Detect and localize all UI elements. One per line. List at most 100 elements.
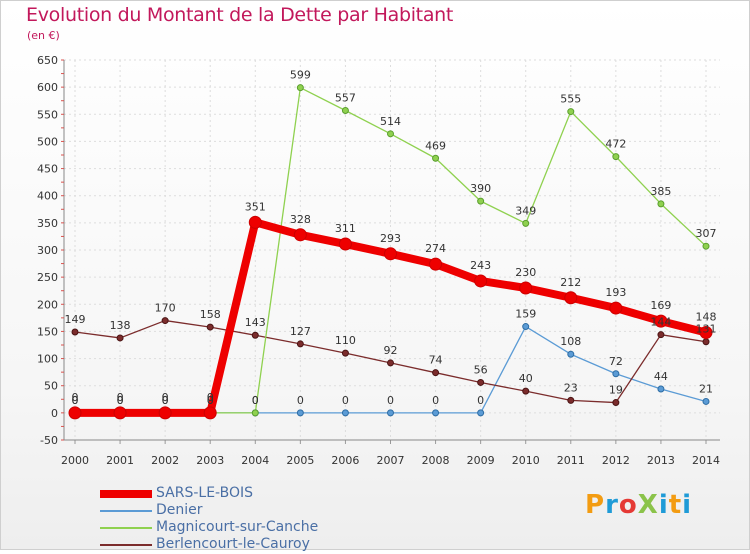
data-point-magnicourt-sur-canche — [612, 153, 620, 161]
legend-swatch — [100, 490, 152, 498]
data-label-berlencourt-le-cauroy: 170 — [155, 302, 176, 315]
data-label-denier: 0 — [432, 394, 439, 407]
data-label-magnicourt-sur-canche: 0 — [252, 394, 259, 407]
y-tick-label: 600 — [37, 81, 58, 94]
data-label-sars-le-bois: 169 — [650, 299, 671, 312]
data-label-magnicourt-sur-canche: 0 — [117, 394, 124, 407]
data-point-sars-le-bois — [474, 274, 488, 288]
data-label-berlencourt-le-cauroy: 127 — [290, 325, 311, 338]
legend-label: SARS-LE-BOIS — [156, 485, 253, 501]
chart-title: Evolution du Montant de la Dette par Hab… — [26, 4, 454, 26]
data-point-berlencourt-le-cauroy — [432, 369, 440, 377]
data-label-denier: 0 — [477, 394, 484, 407]
data-point-berlencourt-le-cauroy — [251, 331, 259, 339]
data-point-denier — [657, 385, 665, 393]
data-point-sars-le-bois — [68, 406, 82, 420]
data-label-sars-le-bois: 311 — [335, 222, 356, 235]
data-point-berlencourt-le-cauroy — [657, 331, 665, 339]
data-label-denier: 44 — [654, 370, 668, 383]
data-label-berlencourt-le-cauroy: 149 — [65, 313, 86, 326]
data-label-sars-le-bois: 0 — [117, 391, 124, 404]
data-point-magnicourt-sur-canche — [432, 154, 440, 162]
data-point-magnicourt-sur-canche — [341, 106, 349, 114]
y-tick-label: 150 — [37, 325, 58, 338]
proxiti-logo: ProXiti — [585, 490, 692, 520]
data-label-denier: 0 — [297, 394, 304, 407]
data-point-berlencourt-le-cauroy — [161, 317, 169, 325]
y-tick-label: 400 — [37, 190, 58, 203]
x-tick-label: 2012 — [602, 454, 630, 467]
data-point-berlencourt-le-cauroy — [341, 349, 349, 357]
data-point-sars-le-bois — [113, 406, 127, 420]
data-point-berlencourt-le-cauroy — [567, 396, 575, 404]
data-label-sars-le-bois: 328 — [290, 213, 311, 226]
data-point-sars-le-bois — [248, 215, 262, 229]
data-point-sars-le-bois — [654, 314, 668, 328]
data-point-magnicourt-sur-canche — [522, 219, 530, 227]
data-point-denier — [567, 350, 575, 358]
data-label-magnicourt-sur-canche: 514 — [380, 115, 401, 128]
logo-letter: o — [618, 490, 638, 520]
data-label-denier: 0 — [252, 394, 259, 407]
data-label-magnicourt-sur-canche: 0 — [162, 394, 169, 407]
legend-label: Berlencourt-le-Cauroy — [156, 536, 310, 552]
data-label-denier: 0 — [72, 394, 79, 407]
data-label-berlencourt-le-cauroy: 92 — [384, 344, 398, 357]
data-point-denier — [387, 409, 394, 417]
data-label-denier: 0 — [342, 394, 349, 407]
y-tick-label: 200 — [37, 298, 58, 311]
chart-unit: (en €) — [27, 29, 60, 42]
data-point-sars-le-bois — [384, 247, 397, 261]
legend-swatch — [100, 527, 152, 529]
logo-letter: r — [605, 490, 619, 520]
data-point-sars-le-bois — [699, 326, 713, 340]
data-label-sars-le-bois: 230 — [515, 266, 536, 279]
data-label-magnicourt-sur-canche: 555 — [560, 93, 581, 106]
data-label-berlencourt-le-cauroy: 131 — [696, 323, 717, 336]
y-tick-label: 250 — [37, 271, 58, 284]
data-label-denier: 159 — [515, 308, 536, 321]
data-point-denier — [296, 409, 304, 417]
logo-letter: i — [682, 490, 693, 520]
data-point-sars-le-bois — [293, 228, 307, 242]
data-label-magnicourt-sur-canche: 557 — [335, 91, 356, 104]
logo-letter: X — [637, 490, 659, 520]
x-tick-label: 2007 — [377, 454, 405, 467]
data-label-denier: 0 — [162, 394, 169, 407]
data-point-magnicourt-sur-canche — [567, 108, 575, 116]
x-tick-label: 2004 — [241, 454, 269, 467]
data-label-denier: 0 — [387, 394, 394, 407]
y-tick-label: 0 — [51, 407, 58, 420]
x-tick-label: 2014 — [692, 454, 720, 467]
logo-letter: P — [585, 490, 606, 520]
x-tick-label: 2013 — [647, 454, 675, 467]
data-label-berlencourt-le-cauroy: 19 — [609, 384, 623, 397]
data-point-magnicourt-sur-canche — [387, 130, 394, 138]
data-label-denier: 72 — [609, 355, 623, 368]
y-tick-label: 300 — [37, 244, 58, 257]
data-label-sars-le-bois: 148 — [696, 311, 717, 324]
data-point-berlencourt-le-cauroy — [71, 328, 79, 336]
x-tick-label: 2001 — [106, 454, 134, 467]
data-point-sars-le-bois — [429, 257, 443, 271]
data-point-denier — [702, 397, 710, 405]
y-tick-label: 350 — [37, 217, 58, 230]
data-label-berlencourt-le-cauroy: 138 — [110, 319, 131, 332]
y-tick-label: 450 — [37, 163, 58, 176]
y-tick-label: 550 — [37, 108, 58, 121]
data-point-berlencourt-le-cauroy — [116, 334, 124, 342]
data-label-magnicourt-sur-canche: 0 — [207, 394, 214, 407]
data-label-berlencourt-le-cauroy: 158 — [200, 308, 221, 321]
data-label-magnicourt-sur-canche: 307 — [696, 227, 717, 240]
data-point-berlencourt-le-cauroy — [296, 340, 304, 348]
legend-label: Denier — [156, 502, 203, 518]
data-label-sars-le-bois: 0 — [207, 391, 214, 404]
data-point-denier — [522, 323, 530, 331]
x-tick-label: 2003 — [196, 454, 224, 467]
data-label-magnicourt-sur-canche: 469 — [425, 139, 446, 152]
y-tick-label: -50 — [40, 434, 58, 447]
data-label-magnicourt-sur-canche: 385 — [650, 185, 671, 198]
data-label-sars-le-bois: 0 — [72, 391, 79, 404]
data-point-magnicourt-sur-canche — [477, 197, 485, 205]
data-label-magnicourt-sur-canche: 599 — [290, 69, 311, 82]
